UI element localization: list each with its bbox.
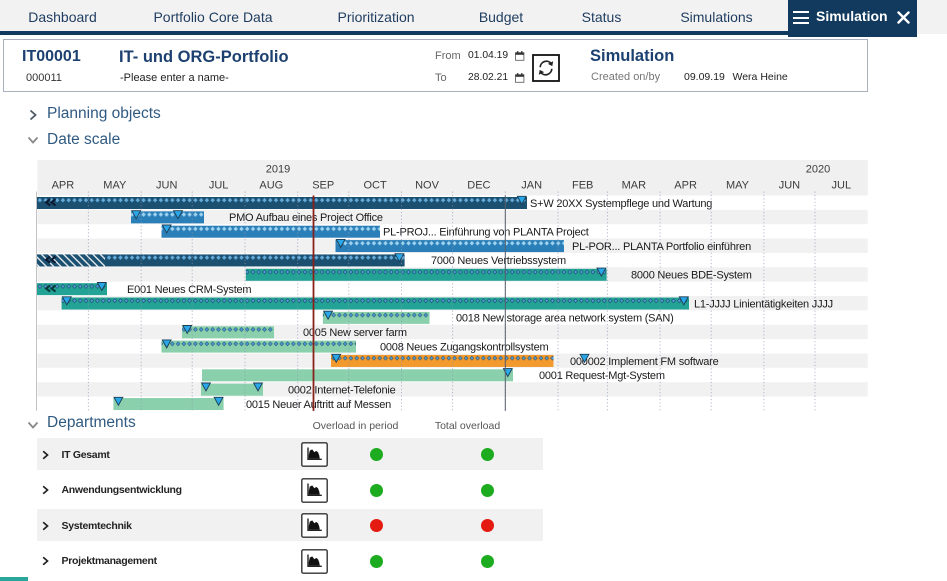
svg-text:0018 New storage area network: 0018 New storage area network system (SA…: [456, 313, 674, 325]
svg-text:S+W 20XX Systempflege und Wart: S+W 20XX Systempflege und Wartung: [530, 198, 712, 210]
svg-text:PMO Aufbau eines Project Offi: PMO Aufbau eines Project Office: [229, 212, 383, 224]
svg-text:FEB: FEB: [572, 180, 593, 192]
svg-text:JUN: JUN: [156, 180, 177, 192]
svg-text:000002 Implement FM software: 000002 Implement FM software: [570, 356, 719, 368]
svg-text:SEP: SEP: [312, 180, 334, 192]
svg-text:APR: APR: [52, 180, 75, 192]
svg-text:0002 Internet-Telefonie: 0002 Internet-Telefonie: [288, 385, 396, 397]
svg-text:0001 Request-Mgt-System: 0001 Request-Mgt-System: [539, 370, 665, 382]
svg-text:0015 Neuer Auftritt auf Messen: 0015 Neuer Auftritt auf Messen: [246, 399, 391, 411]
svg-text:OCT: OCT: [363, 180, 387, 192]
svg-text:NOV: NOV: [415, 180, 440, 192]
svg-text:DEC: DEC: [467, 180, 490, 192]
svg-text:2020: 2020: [806, 164, 830, 176]
svg-text:2019: 2019: [266, 164, 290, 176]
svg-text:8000 Neues BDE-System: 8000 Neues BDE-System: [631, 270, 752, 282]
svg-text:JUL: JUL: [209, 180, 229, 192]
svg-text:JUN: JUN: [779, 180, 800, 192]
svg-text:E001 Neues CRM-System: E001 Neues CRM-System: [127, 284, 251, 296]
svg-text:PL-POR... PLANTA Portfolio ei: PL-POR... PLANTA Portfolio einführen: [572, 241, 751, 253]
svg-text:APR: APR: [674, 180, 697, 192]
svg-text:PL-PROJ... Einführung von PLA: PL-PROJ... Einführung von PLANTA Project: [383, 227, 589, 239]
svg-text:MAR: MAR: [622, 180, 647, 192]
svg-text:0005 New server farm: 0005 New server farm: [303, 327, 407, 339]
svg-text:AUG: AUG: [259, 180, 283, 192]
svg-text:7000 Neues Vertriebssystem: 7000 Neues Vertriebssystem: [431, 255, 566, 267]
svg-text:MAY: MAY: [103, 180, 127, 192]
svg-text:MAY: MAY: [726, 180, 750, 192]
svg-text:JAN: JAN: [521, 180, 542, 192]
svg-text:JUL: JUL: [832, 180, 852, 192]
svg-text:0008 Neues Zugangskontrollsyst: 0008 Neues Zugangskontrollsystem: [380, 341, 549, 353]
